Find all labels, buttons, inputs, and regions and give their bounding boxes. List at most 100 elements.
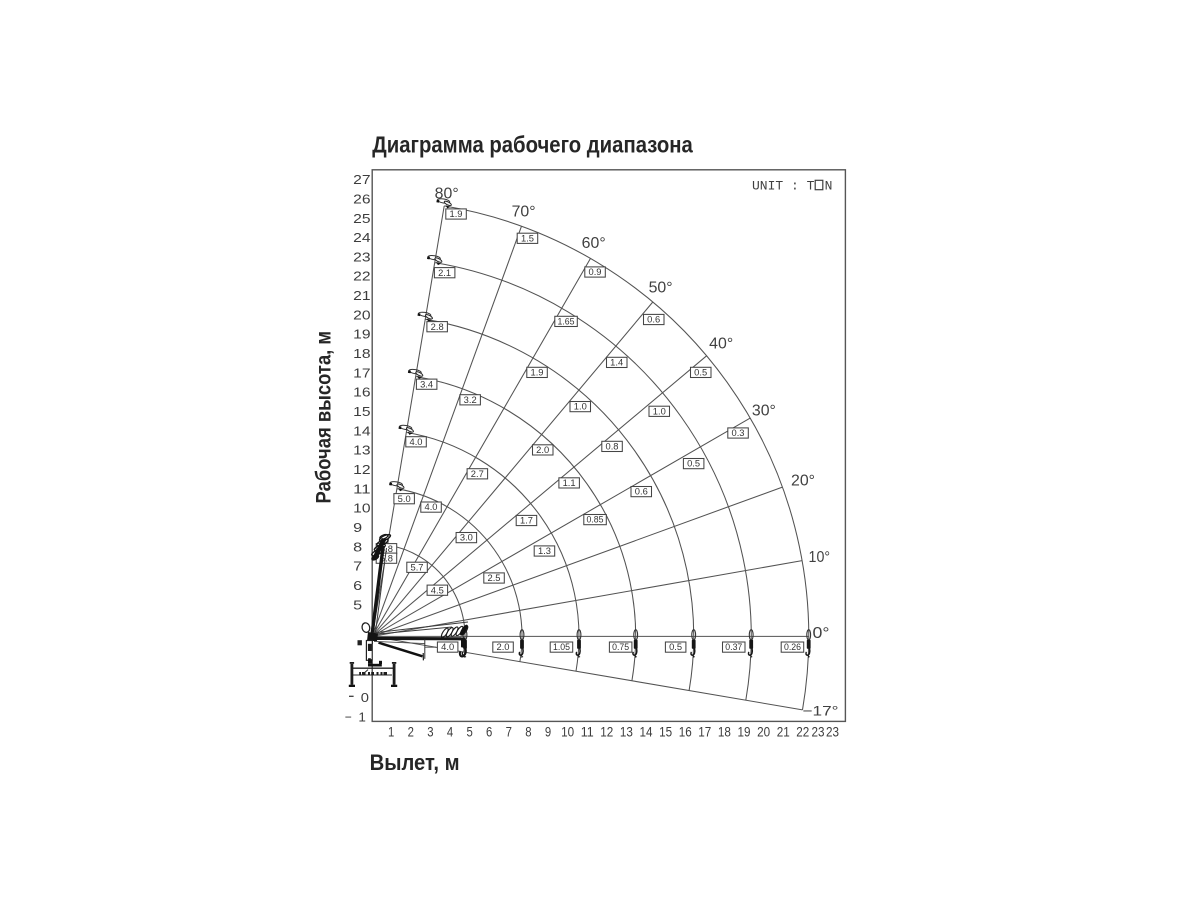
svg-text:80°: 80° — [435, 185, 459, 202]
svg-text:13: 13 — [620, 725, 633, 741]
svg-text:0.75: 0.75 — [612, 642, 629, 652]
svg-text:2: 2 — [408, 725, 414, 741]
svg-text:23: 23 — [812, 725, 825, 741]
svg-text:1.9: 1.9 — [450, 209, 463, 219]
svg-text:9: 9 — [353, 520, 362, 535]
svg-text:−: − — [345, 710, 352, 725]
svg-text:12: 12 — [600, 725, 613, 741]
svg-text:Диаграмма рабочего диапазона: Диаграмма рабочего диапазона — [372, 131, 693, 157]
svg-text:20°: 20° — [791, 472, 815, 489]
svg-text:11: 11 — [581, 725, 594, 741]
svg-text:21: 21 — [353, 288, 370, 303]
svg-text:5: 5 — [466, 725, 472, 741]
svg-text:1.1: 1.1 — [563, 478, 576, 488]
svg-text:13: 13 — [353, 443, 370, 458]
svg-text:4.0: 4.0 — [441, 642, 454, 652]
svg-text:0.6: 0.6 — [635, 487, 648, 497]
svg-text:0°: 0° — [813, 625, 830, 642]
svg-text:23: 23 — [826, 725, 839, 741]
svg-text:17: 17 — [353, 365, 370, 380]
svg-text:9: 9 — [545, 725, 551, 741]
svg-text:4.0: 4.0 — [410, 437, 423, 447]
svg-text:3: 3 — [427, 725, 433, 741]
svg-text:7: 7 — [353, 559, 362, 574]
svg-text:1.05: 1.05 — [553, 642, 570, 652]
svg-text:0.5: 0.5 — [669, 642, 682, 652]
svg-text:6: 6 — [486, 725, 492, 741]
svg-text:21: 21 — [777, 725, 790, 741]
svg-text:6: 6 — [353, 578, 362, 593]
svg-text:Рабочая высота, м: Рабочая высота, м — [313, 331, 336, 504]
svg-text:50°: 50° — [649, 279, 673, 296]
svg-text:Вылет, м: Вылет, м — [370, 750, 460, 775]
svg-text:1.5: 1.5 — [521, 233, 534, 243]
svg-text:3.0: 3.0 — [460, 533, 473, 543]
svg-text:27: 27 — [353, 172, 370, 187]
svg-text:11: 11 — [353, 481, 370, 496]
svg-text:5.8: 5.8 — [380, 553, 393, 563]
svg-text:0: 0 — [361, 690, 369, 705]
svg-text:23: 23 — [353, 249, 370, 264]
svg-text:14: 14 — [640, 725, 653, 741]
svg-text:N: N — [825, 179, 833, 194]
svg-text:1.0: 1.0 — [653, 406, 666, 416]
svg-text:60°: 60° — [582, 235, 606, 252]
svg-text:0.26: 0.26 — [784, 642, 801, 652]
svg-text:0.85: 0.85 — [587, 515, 604, 525]
svg-text:1.65: 1.65 — [558, 317, 575, 327]
svg-text:15: 15 — [659, 725, 672, 741]
svg-text:2.0: 2.0 — [536, 445, 549, 455]
svg-text:22: 22 — [353, 269, 370, 284]
svg-text:19: 19 — [738, 725, 751, 741]
svg-text:26: 26 — [353, 191, 370, 206]
svg-text:16: 16 — [679, 725, 692, 741]
svg-text:24: 24 — [353, 230, 370, 245]
svg-text:4: 4 — [447, 725, 453, 741]
svg-text:10°: 10° — [809, 549, 831, 566]
svg-text:30°: 30° — [752, 403, 776, 420]
svg-text:0.3: 0.3 — [732, 428, 745, 438]
svg-text:−17°: −17° — [803, 703, 839, 719]
svg-text:8: 8 — [525, 725, 531, 741]
svg-text:70°: 70° — [512, 204, 536, 221]
svg-text:18: 18 — [718, 725, 731, 741]
svg-text:1.3: 1.3 — [538, 546, 551, 556]
svg-text:0.6: 0.6 — [647, 315, 660, 325]
svg-text:17: 17 — [698, 725, 711, 741]
svg-text:0.9: 0.9 — [589, 267, 602, 277]
svg-text:5.7: 5.7 — [411, 562, 424, 572]
svg-text:22: 22 — [796, 725, 809, 741]
svg-text:20: 20 — [353, 307, 370, 322]
svg-text:2.8: 2.8 — [431, 322, 444, 332]
svg-text:20: 20 — [757, 725, 770, 741]
svg-text:18: 18 — [353, 346, 370, 361]
svg-text:16: 16 — [353, 385, 370, 400]
svg-text:1: 1 — [358, 710, 366, 725]
svg-text:25: 25 — [353, 211, 370, 226]
svg-text:10: 10 — [353, 501, 370, 516]
svg-text:3.2: 3.2 — [464, 395, 477, 405]
svg-text:5: 5 — [353, 597, 362, 612]
svg-text:10: 10 — [561, 725, 574, 741]
svg-text:UNIT : T: UNIT : T — [752, 179, 815, 194]
svg-text:8: 8 — [353, 539, 362, 554]
svg-text:14: 14 — [353, 423, 370, 438]
svg-text:0.5: 0.5 — [694, 368, 707, 378]
svg-text:1: 1 — [388, 725, 394, 741]
svg-text:0.5: 0.5 — [687, 459, 700, 469]
svg-text:0.8: 0.8 — [606, 442, 619, 452]
svg-text:12: 12 — [353, 462, 370, 477]
svg-text:1.9: 1.9 — [531, 368, 544, 378]
svg-text:7: 7 — [506, 725, 512, 741]
svg-text:5.0: 5.0 — [398, 494, 411, 504]
svg-text:19: 19 — [353, 327, 370, 342]
svg-text:40°: 40° — [709, 336, 733, 353]
svg-text:4.0: 4.0 — [425, 502, 438, 512]
svg-text:3.4: 3.4 — [420, 379, 433, 389]
svg-text:0.37: 0.37 — [725, 642, 742, 652]
svg-text:2.7: 2.7 — [471, 469, 484, 479]
svg-text:2.5: 2.5 — [488, 573, 501, 583]
svg-text:1.0: 1.0 — [574, 402, 587, 412]
svg-text:1.4: 1.4 — [610, 358, 623, 368]
svg-text:2.1: 2.1 — [438, 268, 451, 278]
